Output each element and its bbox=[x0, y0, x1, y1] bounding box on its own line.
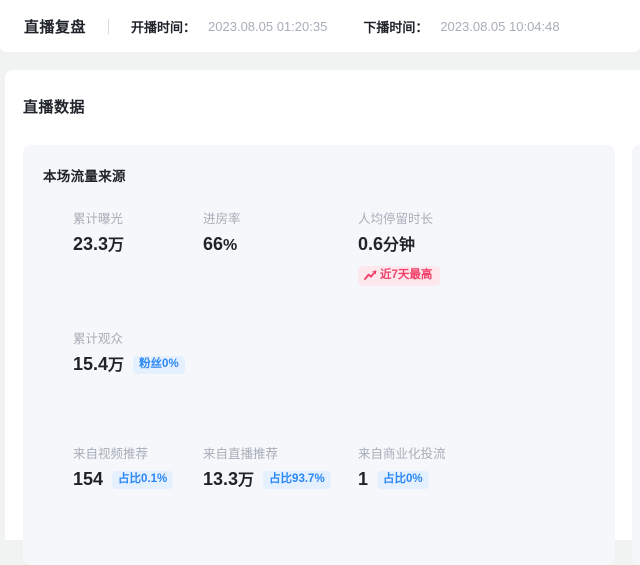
metric-label: 来自直播推荐 bbox=[203, 447, 279, 461]
metric-row-1: 累计曝光 23.3万 进房率 66% 人均停留时长 0.6分钟 bbox=[23, 210, 615, 286]
panel-title: 本场流量来源 bbox=[43, 169, 126, 184]
metric-value-row: 23.3万 bbox=[73, 232, 203, 258]
start-time-value: 2023.08.05 01:20:35 bbox=[208, 18, 328, 34]
metric-value-row: 1 占比0% bbox=[358, 467, 558, 493]
metric-cumulative-exposure: 累计曝光 23.3万 bbox=[23, 210, 203, 286]
metric-label: 进房率 bbox=[203, 212, 241, 226]
metric-label: 累计观众 bbox=[73, 332, 124, 346]
traffic-source-panel: 本场流量来源 累计曝光 23.3万 进房率 66% 人均停留时长 0.6分钟 bbox=[23, 145, 615, 565]
metric-row-2: 累计观众 15.4万 粉丝0% bbox=[23, 330, 615, 378]
share-ratio-badge: 占比93.7% bbox=[263, 471, 331, 489]
metric-from-commercial-traffic: 来自商业化投流 1 占比0% bbox=[358, 445, 558, 493]
card-title: 直播数据 bbox=[23, 99, 86, 116]
status-badge-label: 近7天最高 bbox=[380, 269, 433, 281]
end-time-label: 下播时间： bbox=[363, 19, 429, 35]
metric-value: 1 bbox=[358, 469, 369, 489]
page-title: 直播复盘 bbox=[24, 18, 87, 36]
trend-up-icon bbox=[364, 270, 377, 281]
traffic-panel-next bbox=[632, 145, 640, 565]
metric-value: 13.3万 bbox=[203, 469, 255, 489]
metric-unit: 万 bbox=[108, 357, 125, 374]
metric-avg-stay-duration: 人均停留时长 0.6分钟 近7天最高 bbox=[358, 210, 558, 286]
share-ratio-badge: 占比0.1% bbox=[112, 471, 174, 489]
metric-unit: 万 bbox=[238, 472, 255, 489]
header-divider bbox=[108, 18, 110, 34]
metric-value: 15.4万 bbox=[73, 354, 125, 374]
metric-enter-room-rate: 进房率 66% bbox=[203, 210, 358, 286]
fans-ratio-badge: 粉丝0% bbox=[133, 356, 185, 374]
metric-cumulative-viewers: 累计观众 15.4万 粉丝0% bbox=[23, 330, 203, 378]
metric-value-row: 13.3万 占比93.7% bbox=[203, 467, 358, 493]
metric-value: 66% bbox=[203, 234, 238, 254]
metric-value-row: 0.6分钟 bbox=[358, 232, 558, 258]
start-time-label: 开播时间： bbox=[131, 19, 197, 35]
status-badge-seven-day-high: 近7天最高 bbox=[358, 266, 441, 286]
metric-from-live-recommend: 来自直播推荐 13.3万 占比93.7% bbox=[203, 445, 358, 493]
metric-value-row: 154 占比0.1% bbox=[73, 467, 203, 493]
metric-value-row: 15.4万 粉丝0% bbox=[73, 352, 203, 378]
end-time-value: 2023.08.05 10:04:48 bbox=[440, 18, 560, 34]
metric-row-3: 来自视频推荐 154 占比0.1% 来自直播推荐 13.3万 占比93.7% 来… bbox=[23, 445, 615, 493]
metric-unit: 分钟 bbox=[383, 237, 416, 254]
metric-value: 0.6分钟 bbox=[358, 234, 416, 254]
metric-from-video-recommend: 来自视频推荐 154 占比0.1% bbox=[23, 445, 203, 493]
live-data-card: 直播数据 本场流量来源 累计曝光 23.3万 进房率 66% 人均停留时长 bbox=[5, 70, 640, 565]
top-header-bar: 直播复盘 开播时间： 2023.08.05 01:20:35 下播时间： 202… bbox=[0, 0, 640, 52]
metric-value: 154 bbox=[73, 469, 104, 489]
share-ratio-badge: 占比0% bbox=[377, 471, 429, 489]
metric-value-row: 66% bbox=[203, 232, 358, 258]
end-time-group: 下播时间： 2023.08.05 10:04:48 bbox=[363, 17, 559, 36]
metric-unit: % bbox=[223, 237, 238, 254]
metric-value: 23.3万 bbox=[73, 234, 125, 254]
metric-label: 人均停留时长 bbox=[358, 212, 434, 226]
start-time-group: 开播时间： 2023.08.05 01:20:35 bbox=[131, 17, 327, 36]
metric-label: 来自视频推荐 bbox=[73, 447, 149, 461]
metric-label: 累计曝光 bbox=[73, 212, 124, 226]
metric-label: 来自商业化投流 bbox=[358, 447, 446, 461]
metric-unit: 万 bbox=[108, 237, 125, 254]
